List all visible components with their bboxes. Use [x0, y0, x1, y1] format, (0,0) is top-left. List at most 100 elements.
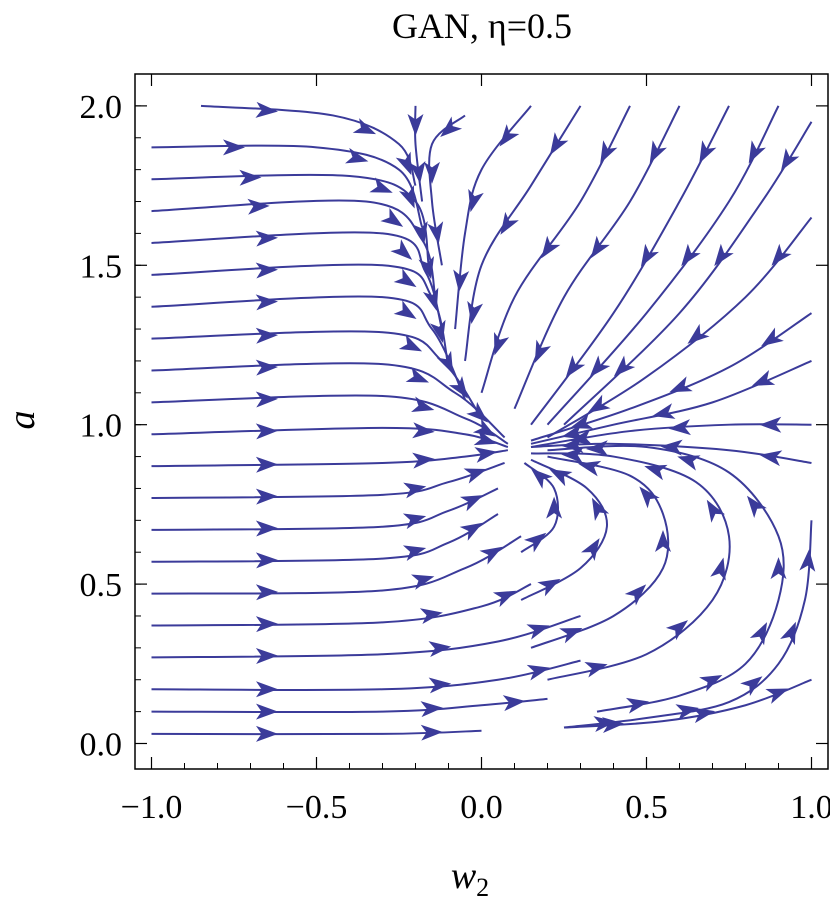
stream-arrow [255, 616, 278, 633]
x-tick-label: −0.5 [286, 789, 348, 826]
stream-arrow [412, 452, 435, 469]
stream-arrow [494, 331, 510, 356]
stream-arrow [570, 413, 594, 429]
stream-arrow [393, 300, 417, 320]
stream-arrow [559, 627, 583, 644]
streamline [151, 199, 437, 298]
stream-arrow [770, 557, 787, 580]
stream-arrow [402, 513, 427, 530]
stream-arrow [587, 394, 611, 413]
stream-arrow [639, 486, 660, 509]
stream-arrow [255, 423, 278, 440]
stream-arrow [591, 497, 610, 522]
stream-arrow [624, 584, 647, 606]
stream-arrow [578, 460, 602, 477]
stream-arrow [699, 140, 717, 164]
stream-arrow [407, 114, 424, 137]
streamline [530, 452, 731, 681]
streamline [151, 513, 499, 563]
stream-arrow [589, 355, 611, 378]
stream-arrow [759, 450, 783, 467]
stream-arrow [255, 101, 278, 118]
stream-arrow [675, 704, 699, 720]
streamline [151, 729, 482, 736]
stream-arrow [541, 235, 561, 259]
streamline [151, 535, 522, 595]
streamline [151, 697, 548, 714]
streamline [151, 394, 509, 445]
stream-arrow [534, 339, 552, 364]
stream-arrow [479, 546, 503, 565]
stream-arrow [255, 488, 278, 505]
streamline [414, 105, 424, 202]
stream-arrow [749, 622, 768, 646]
stream-arrow [549, 469, 573, 487]
stream-arrow [590, 235, 610, 259]
streamline [428, 114, 466, 266]
stream-arrow [255, 359, 278, 376]
stream-arrow [255, 294, 278, 311]
stream-arrow [740, 676, 763, 696]
stream-arrow [255, 262, 278, 279]
x-tick-label: 1.0 [790, 789, 830, 826]
streamline [530, 455, 670, 649]
stream-arrow [239, 169, 262, 186]
stream-arrow [581, 538, 600, 562]
streamline [520, 458, 608, 601]
stream-arrow [459, 522, 483, 541]
stream-arrow [463, 468, 487, 484]
stream-arrow [411, 574, 435, 590]
stream-arrow [393, 268, 417, 288]
stream-arrow [652, 403, 676, 419]
stream-arrow [747, 495, 767, 518]
stream-arrow [411, 396, 435, 413]
stream-arrow [530, 468, 553, 489]
stream-arrow [472, 418, 496, 437]
stream-arrow [526, 624, 550, 640]
streamline [546, 105, 780, 426]
y-tick-label: 1.0 [80, 408, 123, 445]
x-tick-label: −1.0 [121, 789, 183, 826]
stream-arrow [255, 520, 278, 537]
stream-arrow [418, 255, 435, 280]
stream-arrow [710, 557, 726, 581]
stream-arrow [420, 724, 443, 741]
stream-arrow [399, 185, 415, 209]
stream-arrow [412, 221, 428, 245]
stream-arrow [255, 456, 278, 473]
stream-arrow [424, 161, 440, 184]
stream-arrow [256, 681, 278, 698]
stream-arrow [687, 323, 710, 344]
stream-arrow [352, 118, 377, 135]
stream-arrow [751, 370, 776, 386]
stream-arrow [593, 716, 617, 732]
stream-arrow [649, 140, 667, 164]
streamline [454, 105, 532, 330]
y-tick-label: 0.0 [80, 726, 123, 763]
x-axis-ticks: −1.0 −0.5 0.0 0.5 1.0 [121, 74, 830, 826]
stream-arrow [255, 647, 278, 664]
stream-arrow [459, 495, 484, 512]
stream-arrow [468, 188, 484, 213]
stream-arrow [748, 140, 766, 164]
stream-arrow [502, 695, 526, 712]
stream-arrow [759, 416, 782, 433]
stream-arrow [420, 701, 443, 718]
stream-arrow [561, 447, 584, 464]
stream-arrow [256, 725, 278, 742]
stream-arrow [440, 116, 463, 138]
stream-arrow [613, 355, 636, 377]
streamline [151, 449, 509, 468]
stream-arrow [706, 499, 726, 523]
stream-arrow [644, 464, 668, 481]
stream-arrow [409, 160, 426, 184]
stream-arrow [546, 496, 563, 519]
stream-arrow [492, 590, 517, 608]
stream-arrow [402, 545, 427, 561]
stream-arrow [369, 177, 393, 193]
stream-arrow [474, 447, 498, 463]
stream-arrow [427, 221, 444, 245]
x-tick-label: 0.5 [625, 789, 668, 826]
stream-arrow [345, 147, 369, 164]
